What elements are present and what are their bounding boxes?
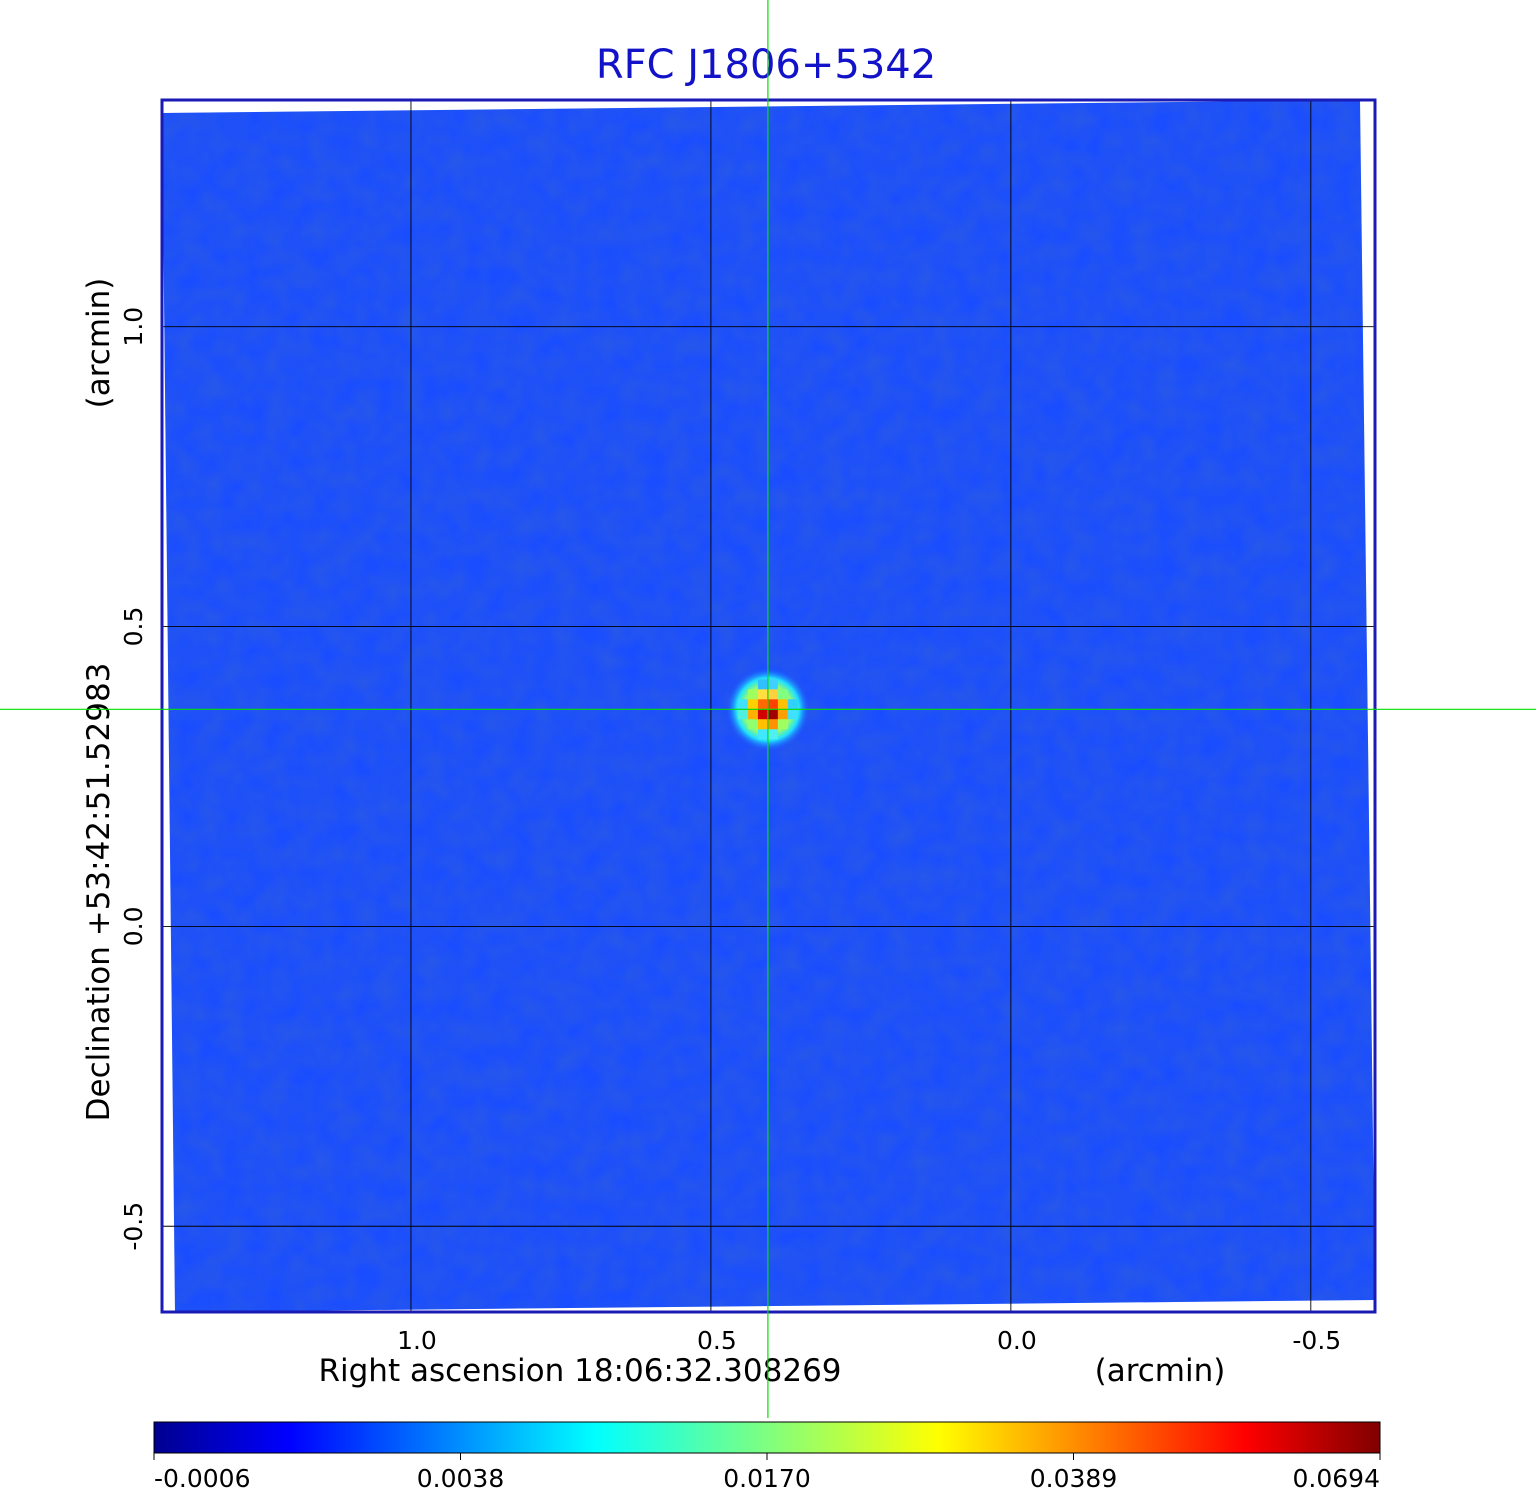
x-axis-unit: (arcmin) (1095, 1353, 1226, 1389)
source-pixel (767, 679, 778, 690)
colorbar-tick-label: 0.0389 (1030, 1464, 1117, 1493)
source-pixel (787, 709, 798, 720)
source-pixel (747, 689, 758, 700)
source-pixel (787, 699, 798, 710)
x-axis-label: Right ascension 18:06:32.308269 (318, 1353, 841, 1389)
source-pixel (757, 699, 768, 710)
source-pixel (737, 709, 748, 720)
source-pixel (767, 699, 778, 710)
source-pixel (777, 709, 788, 720)
y-tick-label: 0.0 (119, 907, 148, 947)
source-pixel (777, 719, 788, 730)
y-tick-label: 1.0 (119, 307, 148, 347)
x-tick-label: 1.0 (397, 1326, 437, 1355)
source-core (737, 679, 798, 740)
x-tick-label: 0.0 (997, 1326, 1037, 1355)
x-tick-label: -0.5 (1292, 1326, 1341, 1355)
source-pixel (767, 729, 778, 740)
source-pixel (757, 719, 768, 730)
y-axis-label: Declination +53:42:51.52983 (81, 663, 117, 1122)
source-pixel (737, 699, 748, 710)
y-tick-label: 0.5 (119, 607, 148, 647)
source-pixel (747, 699, 758, 710)
y-axis-unit: (arcmin) (81, 278, 117, 409)
source-pixel (747, 709, 758, 720)
x-tick-labels: 1.0 0.5 0.0 -0.5 (397, 1326, 1341, 1355)
source-pixel (777, 699, 788, 710)
colorbar (153, 1421, 1381, 1454)
y-tick-labels: 1.0 0.5 0.0 -0.5 (119, 307, 148, 1251)
source-pixel (767, 719, 778, 730)
source-pixel (757, 709, 768, 720)
colorbar-tick-label: 0.0694 (1293, 1464, 1380, 1493)
source-pixel (757, 679, 768, 690)
y-tick-label: -0.5 (119, 1202, 148, 1251)
source-pixel (767, 709, 778, 720)
colorbar-tick-label: 0.0038 (417, 1464, 504, 1493)
grid-x (410, 100, 1312, 1312)
x-tick-label: 0.5 (697, 1326, 737, 1355)
source-pixel (777, 689, 788, 700)
chart-title: RFC J1806+5342 (596, 42, 936, 88)
source-pixel (757, 689, 768, 700)
source-pixel (767, 689, 778, 700)
source-pixel (757, 729, 768, 740)
colorbar-tick-label: 0.0170 (723, 1464, 810, 1493)
source-pixel (747, 719, 758, 730)
colorbar-ticks: -0.0006 0.0038 0.0170 0.0389 0.0694 (153, 1453, 1381, 1493)
colorbar-tick-label: -0.0006 (154, 1464, 251, 1493)
